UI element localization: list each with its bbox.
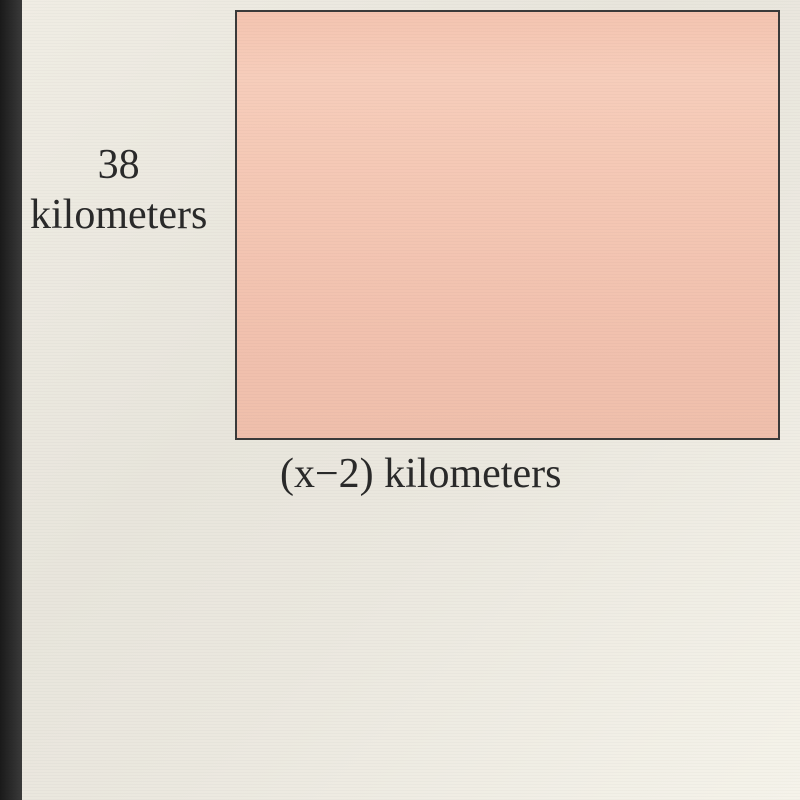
width-label: (x−2) kilometers (280, 450, 561, 498)
geometry-rectangle (235, 10, 780, 440)
height-label: 38 kilometers (30, 140, 207, 241)
height-unit: kilometers (30, 190, 207, 240)
height-value: 38 (30, 140, 207, 190)
diagram-container: 38 kilometers (x−2) kilometers (0, 0, 800, 800)
